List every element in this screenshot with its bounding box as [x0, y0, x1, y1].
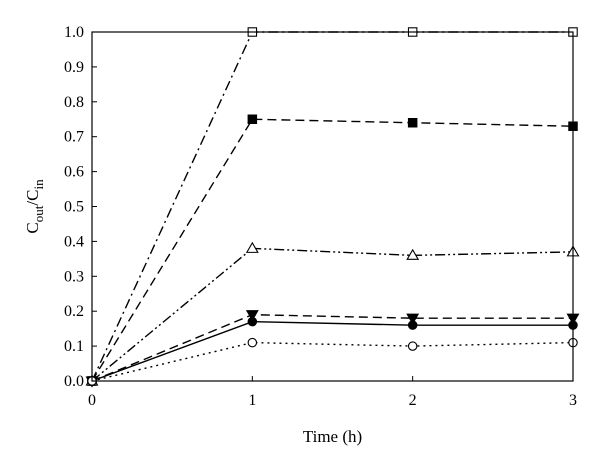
y-tick-label-0: 0.0 [64, 373, 84, 390]
point-s2-1 [245, 241, 259, 253]
point-s1-2 [407, 117, 418, 128]
marker-layer [85, 27, 580, 388]
series-line-4 [91, 320, 573, 382]
y-axis-title-sep: /C [23, 190, 42, 206]
x-tick-label-2: 2 [409, 392, 417, 409]
point-s5-2 [407, 341, 418, 351]
point-s1-1 [247, 114, 258, 125]
y-tick-label-6: 0.6 [64, 164, 84, 181]
y-axis-title-sub-in: in [31, 179, 46, 190]
point-s2-2 [406, 248, 420, 260]
y-tick-label-1: 0.1 [64, 338, 84, 355]
point-s4-2 [407, 320, 418, 330]
y-tick-label-2: 0.2 [64, 303, 84, 320]
point-s3-2 [406, 313, 420, 325]
y-tick-label-3: 0.3 [64, 268, 84, 285]
x-axis-title: Time (h) [303, 427, 362, 446]
series-line-0 [91, 31, 573, 382]
x-tick-label-3: 3 [569, 392, 577, 409]
x-tick-label-1: 1 [248, 392, 256, 409]
y-axis-title: Cout/Cin [23, 179, 46, 234]
point-s3-1 [245, 310, 259, 322]
series-line-5 [91, 341, 574, 382]
tick-layer: 0.0 0.1 0.2 0.3 0.4 0.5 0.6 0.7 0.8 0.9 1.0 0 1 2 3 [64, 24, 577, 409]
x-tick-label-0: 0 [88, 392, 96, 409]
series-line-3 [91, 313, 573, 382]
y-tick-label-9: 0.9 [64, 59, 84, 76]
y-axis-title-sub-out: out [31, 205, 46, 222]
series-line-1 [91, 118, 574, 382]
plot-frame [91, 31, 574, 382]
y-axis-title-main: C [23, 222, 42, 233]
series-layer [91, 31, 574, 382]
y-tick-label-8: 0.8 [64, 94, 84, 111]
point-s4-1 [247, 316, 258, 327]
y-tick-label-10: 1.0 [64, 24, 84, 41]
y-tick-label-5: 0.5 [64, 199, 84, 216]
y-tick-label-7: 0.7 [64, 129, 84, 146]
point-s5-1 [247, 337, 258, 348]
series-line-2 [91, 247, 574, 382]
y-tick-label-4: 0.4 [64, 233, 84, 250]
